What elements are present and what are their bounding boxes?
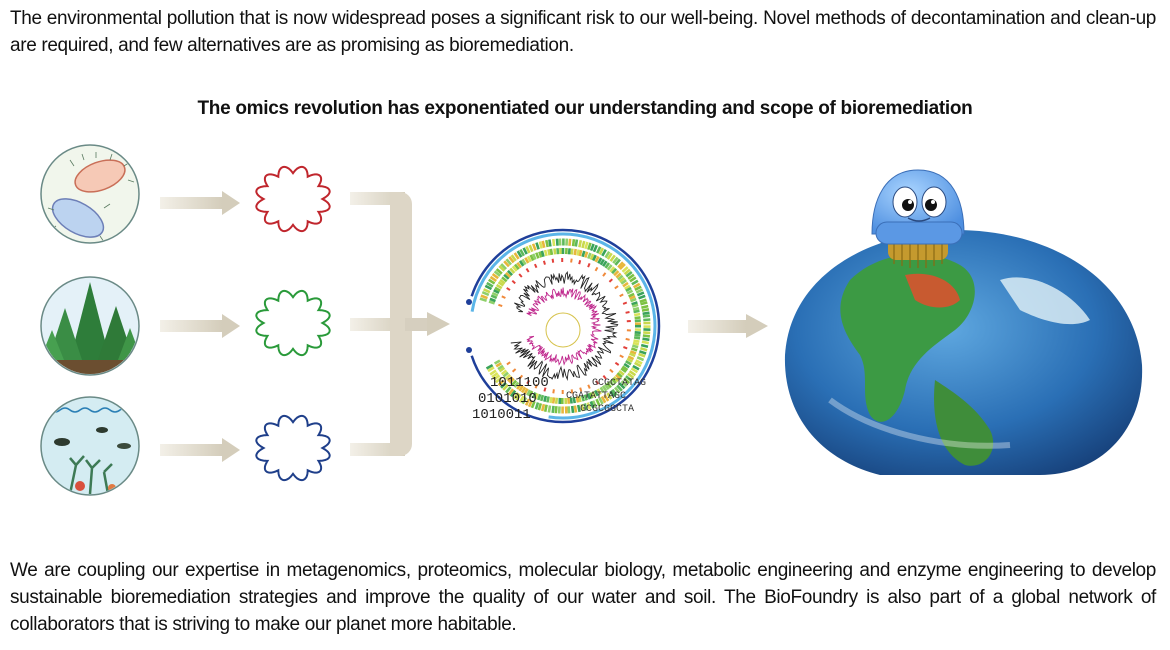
svg-text:GCGCGGCTA: GCGCGGCTA [580,404,634,415]
binary-text: 1011100 0101010 1010011 [472,375,549,423]
svg-text:0101010: 0101010 [478,391,537,407]
plasmid-ring-2 [255,289,331,357]
arrow-source-to-plasmid-3 [160,438,240,462]
intro-paragraph: The environmental pollution that is now … [10,8,1156,56]
arrow-source-to-plasmid-2 [160,314,240,338]
svg-text:GCGCTATAG: GCGCTATAG [592,378,646,389]
bacteria-icon [40,144,140,244]
plasmid-ring-3 [255,414,331,482]
outro-paragraph: We are coupling our expertise in metagen… [10,560,1156,635]
forest-icon [40,276,140,376]
mascot-icon [871,169,965,268]
arrow-source-to-plasmid-1 [160,191,240,215]
plasmid-ring-1 [255,165,331,233]
bioremediation-diagram: GCGCTATAG CGATATTAGC GCGCGGCTA 1011100 0… [40,144,1143,496]
svg-text:CGATATTAGC: CGATATTAGC [566,391,626,402]
sequence-text: GCGCTATAG CGATATTAGC GCGCGGCTA [566,378,646,415]
earth-globe-icon [784,229,1143,475]
arrow-genome-to-earth [688,314,768,338]
merge-bracket [350,192,450,456]
genome-circle-map: GCGCTATAG CGATATTAGC GCGCGGCTA 1011100 0… [466,228,661,424]
svg-text:1011100: 1011100 [490,375,549,391]
diagram-heading: The omics revolution has exponentiated o… [197,98,973,119]
marine-icon [40,396,140,496]
svg-text:1010011: 1010011 [472,407,531,423]
